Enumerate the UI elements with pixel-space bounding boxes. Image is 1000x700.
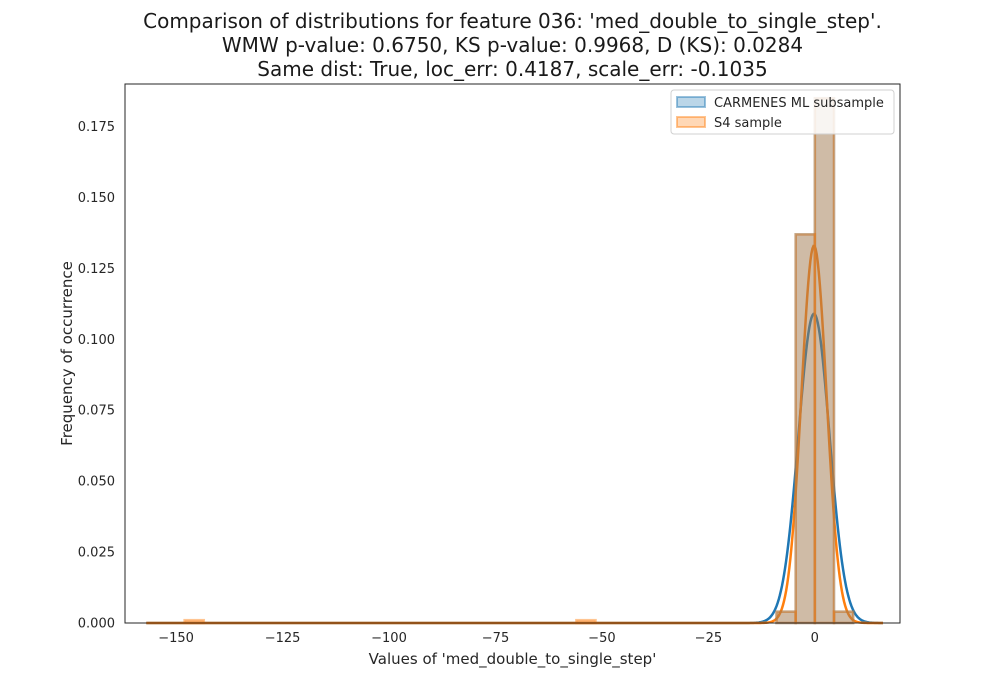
y-tick-label: 0.000 xyxy=(78,617,115,632)
legend-label-0: CARMENES ML subsample xyxy=(714,96,884,111)
x-tick-label: −25 xyxy=(695,631,722,646)
kde-layer xyxy=(146,244,883,625)
kde-curve-0 xyxy=(146,312,883,625)
y-tick-label: 0.050 xyxy=(78,475,115,490)
legend-swatch-1 xyxy=(676,116,706,128)
x-tick-label: −100 xyxy=(371,631,407,646)
x-tick-label: 0 xyxy=(811,631,819,646)
chart-title-line-1: Comparison of distributions for feature … xyxy=(143,9,882,33)
y-axis-label: Frequency of occurrence xyxy=(58,261,76,446)
x-tick-label: −50 xyxy=(588,631,615,646)
legend: CARMENES ML subsample S4 sample xyxy=(670,89,895,135)
x-tick-labels: −150 −125 −100 −75 −50 −25 0 xyxy=(158,631,819,646)
chart-title-line-3: Same dist: True, loc_err: 0.4187, scale_… xyxy=(257,57,768,81)
hist-bar-1-2 xyxy=(775,610,797,625)
hist-bar-1-3 xyxy=(794,233,817,625)
kde-curve-1 xyxy=(146,244,883,625)
x-axis-label: Values of 'med_double_to_single_step' xyxy=(369,650,657,669)
legend-swatch-0 xyxy=(676,96,706,108)
x-tick-label: −150 xyxy=(158,631,194,646)
y-tick-label: 0.100 xyxy=(78,333,115,348)
x-tick-label: −75 xyxy=(482,631,509,646)
hist-bar-1-4 xyxy=(813,96,836,625)
histogram-layer xyxy=(183,96,855,625)
chart-title-line-2: WMW p-value: 0.6750, KS p-value: 0.9968,… xyxy=(221,33,804,57)
legend-label-1: S4 sample xyxy=(714,116,782,131)
y-tick-label: 0.150 xyxy=(78,191,115,206)
hist-bar-1-5 xyxy=(832,610,855,625)
y-tick-label: 0.025 xyxy=(78,546,115,561)
y-tick-label: 0.125 xyxy=(78,262,115,277)
plot-frame xyxy=(124,83,901,624)
x-tick-label: −125 xyxy=(265,631,301,646)
y-tick-labels: 0.000 0.025 0.050 0.075 0.100 0.125 0.150 0.175 xyxy=(78,120,115,631)
y-tick-label: 0.075 xyxy=(78,404,115,419)
legend-box xyxy=(670,89,895,135)
y-tick-label: 0.175 xyxy=(78,120,115,135)
